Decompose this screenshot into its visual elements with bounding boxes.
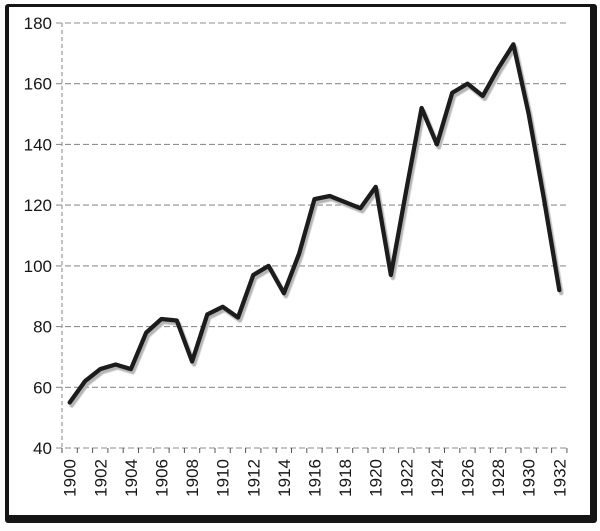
x-axis-labels: 1900 1902 1904 1906 1908 1910 1912 1914 1916 1918… xyxy=(61,459,570,497)
x-tick-label: 1920 xyxy=(367,459,386,497)
x-tick-label: 1918 xyxy=(336,459,355,497)
y-tick-label: 120 xyxy=(24,196,52,215)
y-tick-label: 80 xyxy=(33,318,52,337)
y-tick-label: 140 xyxy=(24,135,52,154)
x-tick-label: 1900 xyxy=(61,459,80,497)
x-tick-label: 1922 xyxy=(397,459,416,497)
y-axis-labels: 40 60 80 100 120 140 160 180 xyxy=(24,14,52,458)
x-tick-label: 1910 xyxy=(214,459,233,497)
x-tick-label: 1926 xyxy=(459,459,478,497)
y-tick-label: 40 xyxy=(33,439,52,458)
y-tick-label: 160 xyxy=(24,75,52,94)
x-tick-label: 1914 xyxy=(275,459,294,497)
x-tick-label: 1912 xyxy=(244,459,263,497)
x-tick-label: 1928 xyxy=(489,459,508,497)
x-axis-ticks xyxy=(61,448,568,453)
y-tick-label: 60 xyxy=(33,378,52,397)
x-tick-label: 1932 xyxy=(550,459,569,497)
x-tick-label: 1908 xyxy=(183,459,202,497)
x-tick-label: 1902 xyxy=(91,459,110,497)
y-tick-label: 100 xyxy=(24,257,52,276)
x-tick-label: 1924 xyxy=(428,459,447,497)
y-tick-label: 180 xyxy=(24,14,52,33)
data-series-line xyxy=(67,42,562,405)
x-tick-label: 1916 xyxy=(306,459,325,497)
figure-frame xyxy=(5,4,597,523)
x-tick-label: 1904 xyxy=(122,459,141,497)
x-tick-label: 1930 xyxy=(520,459,539,497)
x-tick-label: 1906 xyxy=(152,459,171,497)
gridlines xyxy=(56,22,569,449)
